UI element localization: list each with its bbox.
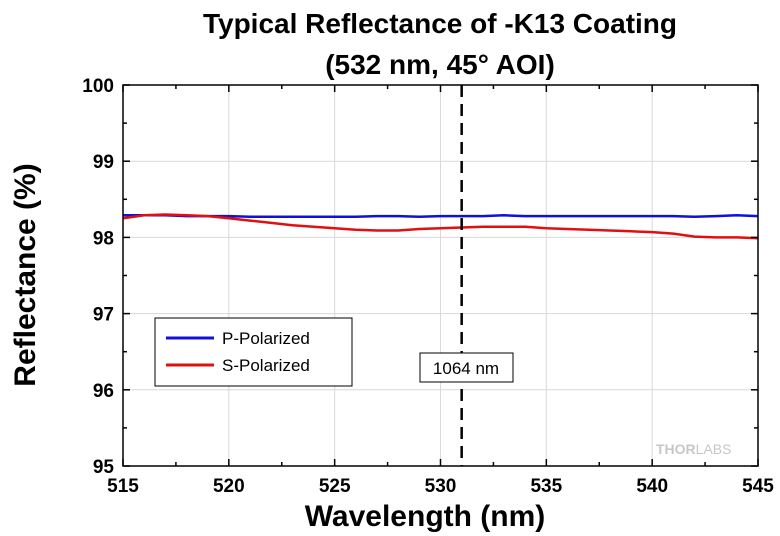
series-line-s-polarized	[122, 213, 759, 240]
legend: P-Polarized S-Polarized	[154, 317, 353, 387]
legend-label-p: P-Polarized	[222, 329, 310, 348]
x-tick-label: 535	[530, 476, 562, 497]
series-layer	[122, 213, 759, 240]
thorlabs-logo: THORLABS	[656, 441, 731, 457]
x-axis-label: Wavelength (nm)	[305, 500, 546, 533]
x-tick-label: 545	[742, 476, 774, 497]
grid	[122, 84, 759, 467]
y-tick-label: 99	[93, 152, 114, 173]
series-line-p-polarized	[123, 214, 759, 219]
x-tick-label: 540	[636, 476, 668, 497]
watermark-text: THORLABS	[656, 441, 731, 457]
x-tick-label: 530	[425, 476, 457, 497]
vline-label-box	[419, 352, 514, 383]
y-axis-label: Reflectance (%)	[9, 163, 42, 386]
chart-title-line1: Typical Reflectance of -K13 Coating	[203, 8, 677, 39]
legend-box	[154, 317, 353, 387]
vline-annotation: 1064 nm	[419, 352, 514, 383]
chart-title-line2: (532 nm, 45° AOI)	[325, 49, 555, 80]
y-tick-label: 95	[93, 457, 115, 478]
x-tick-label: 520	[213, 476, 245, 497]
vline-label: 1064 nm	[433, 359, 499, 378]
x-tick-label: 515	[107, 476, 139, 497]
y-tick-label: 100	[82, 76, 114, 97]
ticks	[122, 84, 759, 467]
tick-labels: 515 520 525 530 535 540 545 95 96 97 98 99 100	[82, 76, 774, 497]
legend-label-s: S-Polarized	[222, 356, 310, 375]
y-tick-label: 96	[93, 381, 114, 402]
y-tick-label: 98	[93, 228, 114, 249]
y-tick-label: 97	[93, 305, 114, 326]
x-tick-label: 525	[319, 476, 351, 497]
